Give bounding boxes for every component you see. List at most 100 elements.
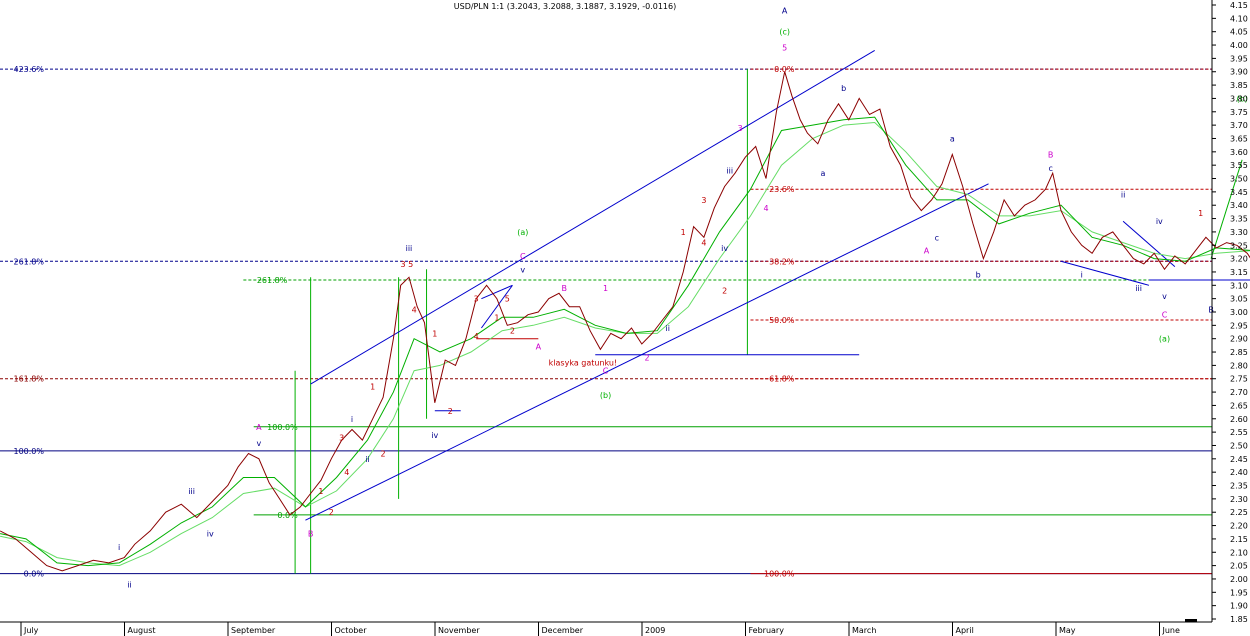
y-tick-label: 2.80 xyxy=(1230,361,1248,370)
y-tick-label: 1.85 xyxy=(1230,615,1248,624)
y-tick-label: 3.25 xyxy=(1230,241,1248,250)
y-tick-label: 3.10 xyxy=(1230,281,1248,290)
wave-label: ii xyxy=(665,324,669,333)
fibonacci-levels: 423.6%261.8%161.8%100.0%0.0%261.8%100.0%… xyxy=(0,65,1212,579)
wave-label: i xyxy=(351,415,353,424)
trend-line xyxy=(1122,220,1176,267)
price-series xyxy=(0,71,1250,572)
wave-label: 3 xyxy=(474,295,479,304)
vertical-markers xyxy=(294,69,748,574)
y-tick-label: 3.20 xyxy=(1230,255,1248,264)
wave-label: A xyxy=(536,343,542,352)
y-tick-label: 3.70 xyxy=(1230,121,1248,130)
y-tick-label: 3.45 xyxy=(1230,188,1248,197)
y-tick-label: 2.05 xyxy=(1230,562,1248,571)
wave-label: b xyxy=(976,271,981,280)
fib-level-label: 261.8% xyxy=(13,257,44,266)
wave-label: i xyxy=(1081,271,1083,280)
wave-label: iii xyxy=(406,244,413,253)
wave-label: 2 xyxy=(329,508,334,517)
chart-title: USD/PLN 1:1 (3.2043, 3.2088, 3.1887, 3.1… xyxy=(454,2,676,11)
wave-label: C xyxy=(520,252,526,261)
x-tick-label: September xyxy=(231,626,276,635)
y-tick-label: 3.75 xyxy=(1230,108,1248,117)
y-tick-label: 2.20 xyxy=(1230,522,1248,531)
y-tick-label: 2.15 xyxy=(1230,535,1248,544)
wave-label: 3 xyxy=(701,196,706,205)
wave-label: 3 xyxy=(738,124,743,133)
wave-label: B xyxy=(1208,305,1214,314)
wave-label: iii xyxy=(188,487,195,496)
y-tick-label: 4.05 xyxy=(1230,28,1248,37)
y-tick-label: 3.35 xyxy=(1230,215,1248,224)
wave-label: i xyxy=(118,543,120,552)
wave-label: 1 xyxy=(1198,209,1203,218)
x-tick-label: November xyxy=(438,626,480,635)
wave-label: v xyxy=(257,439,262,448)
wave-label: iv xyxy=(1156,217,1163,226)
series-line xyxy=(0,116,1250,567)
fib-level-label: 0.0% xyxy=(24,570,45,579)
fib-level-label: 0.0% xyxy=(774,65,795,74)
y-tick-label: 3.00 xyxy=(1230,308,1248,317)
y-tick-label: 2.40 xyxy=(1230,468,1248,477)
series-line xyxy=(0,121,1250,567)
y-tick-label: 3.30 xyxy=(1230,228,1248,237)
wave-label: 2 xyxy=(381,449,386,458)
fib-level-label: 23.6% xyxy=(769,185,795,194)
x-tick-label: June xyxy=(1162,626,1181,635)
wave-label: iv xyxy=(431,431,438,440)
x-tick-label: August xyxy=(128,626,156,635)
wave-label: 3 5 xyxy=(401,260,414,269)
wave-label: 1 xyxy=(681,228,686,237)
wave-label: 5 xyxy=(782,44,787,53)
wave-label: (b) xyxy=(600,391,611,400)
wave-label: klasyka gatunku! xyxy=(549,359,618,368)
wave-label: b xyxy=(841,84,846,93)
wave-label: (a) xyxy=(1159,335,1170,344)
wave-label: v xyxy=(1162,292,1167,301)
x-tick-label: July xyxy=(23,626,39,635)
fib-level-label: 50.0% xyxy=(769,316,795,325)
y-tick-label: 2.65 xyxy=(1230,401,1248,410)
wave-label: 4 xyxy=(412,305,417,314)
wave-label: A xyxy=(256,423,262,432)
wave-label: 1 xyxy=(318,487,323,496)
y-tick-label: 3.40 xyxy=(1230,201,1248,210)
x-tick-label: October xyxy=(335,626,368,635)
trend-line xyxy=(1210,159,1243,259)
wave-label: A xyxy=(782,6,788,15)
y-tick-label: 4.00 xyxy=(1230,41,1248,50)
y-tick-label: 2.50 xyxy=(1230,441,1248,450)
fib-level-label: 100.0% xyxy=(13,447,44,456)
fib-level-label: 0.0% xyxy=(277,511,298,520)
y-tick-label: 2.55 xyxy=(1230,428,1248,437)
wave-label: C xyxy=(603,367,609,376)
y-tick-label: 3.05 xyxy=(1230,295,1248,304)
series-line xyxy=(0,71,1250,572)
wave-label: 4 xyxy=(474,332,479,341)
x-tick-label: February xyxy=(749,626,785,635)
fib-level-label: 261.8% xyxy=(257,276,288,285)
wave-annotations: A(c)5b3a4iii314iv2ii21BC(b)(a)CvAklasyka… xyxy=(118,6,1248,589)
wave-label: a xyxy=(820,169,825,178)
x-tick-label: April xyxy=(956,626,974,635)
wave-label: v xyxy=(520,265,525,274)
wave-label: 1 xyxy=(494,313,499,322)
y-tick-label: 1.95 xyxy=(1230,588,1248,597)
trend-line xyxy=(481,284,513,300)
y-tick-label: 4.15 xyxy=(1230,1,1248,10)
y-tick-label: 3.80 xyxy=(1230,94,1248,103)
trend-line xyxy=(310,49,875,385)
wave-label: ii xyxy=(1121,191,1125,200)
wave-label: 1 xyxy=(603,284,608,293)
wave-label: iii xyxy=(726,167,733,176)
wave-label: 2 xyxy=(722,287,727,296)
wave-label: B xyxy=(1048,150,1054,159)
wave-label: 4 xyxy=(763,204,768,213)
y-tick-label: 3.50 xyxy=(1230,175,1248,184)
trend-line xyxy=(305,183,989,521)
wave-label: B xyxy=(561,284,567,293)
